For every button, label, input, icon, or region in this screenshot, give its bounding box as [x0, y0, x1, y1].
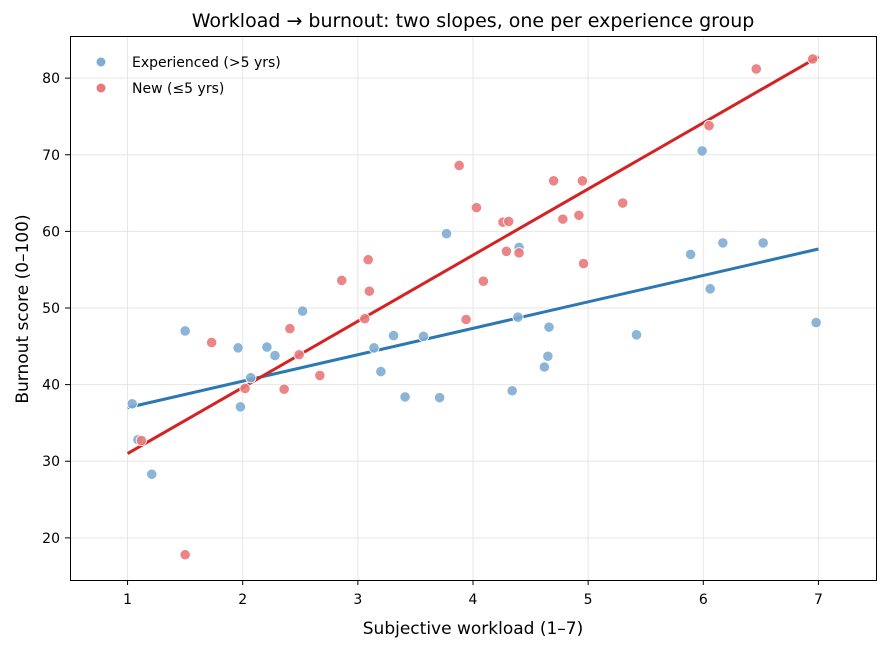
point-new [284, 323, 296, 335]
point-experienced [387, 329, 400, 342]
y-tick-label: 80 [42, 71, 60, 87]
y-tick-label: 70 [42, 148, 60, 164]
x-tick-label: 6 [699, 592, 708, 608]
point-experienced [234, 401, 247, 413]
point-new [293, 349, 305, 361]
point-experienced [696, 145, 708, 157]
point-experienced [399, 391, 411, 403]
point-new [314, 369, 326, 382]
point-new [206, 336, 218, 349]
point-experienced [685, 248, 697, 260]
point-experienced [434, 392, 446, 404]
point-new [576, 175, 588, 187]
point-new [513, 247, 525, 259]
point-experienced [179, 325, 191, 337]
point-experienced [368, 342, 380, 354]
point-new [460, 313, 472, 326]
point-new [500, 245, 512, 257]
point-new [750, 63, 762, 75]
legend-label-experienced: Experienced (>5 yrs) [132, 55, 281, 71]
point-experienced [630, 329, 643, 341]
x-tick-label: 2 [238, 592, 247, 608]
chart-title: Workload → burnout: two slopes, one per … [192, 10, 755, 32]
point-new [359, 313, 371, 325]
point-experienced [757, 237, 769, 249]
legend: Experienced (>5 yrs) New (≤5 yrs) [95, 55, 281, 97]
point-experienced [245, 372, 257, 384]
point-experienced [417, 330, 430, 342]
point-experienced [704, 283, 716, 295]
point-experienced [538, 361, 550, 373]
grid [70, 36, 876, 580]
point-new [703, 120, 715, 132]
legend-label-new: New (≤5 yrs) [132, 81, 224, 97]
point-new [547, 175, 560, 187]
data-points [126, 53, 822, 561]
point-new [807, 53, 819, 65]
point-new [557, 213, 569, 225]
y-tick-label: 50 [42, 301, 60, 317]
y-tick-label: 60 [42, 224, 60, 240]
point-experienced [232, 342, 244, 354]
point-experienced [296, 305, 309, 317]
legend-marker-experienced [95, 56, 107, 68]
point-new [503, 215, 515, 228]
point-new [363, 285, 375, 297]
point-new [573, 209, 585, 221]
point-experienced [717, 237, 729, 249]
y-tick-label: 40 [42, 378, 60, 394]
point-experienced [269, 349, 281, 362]
point-new [362, 254, 374, 266]
point-experienced [542, 350, 554, 362]
point-experienced [512, 311, 524, 323]
point-experienced [126, 398, 138, 410]
x-tick-label: 3 [353, 592, 362, 608]
x-axis-label: Subjective workload (1–7) [363, 619, 583, 639]
point-new [577, 257, 590, 270]
point-experienced [543, 321, 555, 333]
fit-line-experienced [127, 247, 819, 410]
point-new [336, 274, 348, 287]
y-tick-label: 30 [42, 454, 60, 470]
point-new [470, 202, 483, 214]
y-tick-label: 20 [42, 531, 60, 547]
y-axis-label: Burnout score (0–100) [13, 214, 33, 403]
point-experienced [506, 385, 518, 397]
x-tick-label: 1 [123, 592, 132, 608]
point-new [179, 549, 191, 561]
point-experienced [375, 365, 387, 378]
point-new [278, 383, 290, 395]
legend-marker-new [95, 82, 107, 94]
x-tick-label: 7 [814, 592, 823, 608]
point-new [453, 159, 465, 172]
point-experienced [146, 468, 158, 480]
point-new [135, 434, 147, 447]
point-new [477, 275, 489, 287]
point-new [239, 382, 251, 395]
point-experienced [810, 316, 822, 329]
point-experienced [440, 228, 453, 240]
x-tick-label: 4 [469, 592, 478, 608]
x-tick-label: 5 [584, 592, 593, 608]
point-experienced [261, 341, 273, 353]
y-axis-ticks: 20 30 40 50 60 70 80 [42, 71, 70, 547]
x-axis-ticks: 1 2 3 4 5 6 7 [123, 580, 823, 608]
point-new [617, 197, 629, 209]
